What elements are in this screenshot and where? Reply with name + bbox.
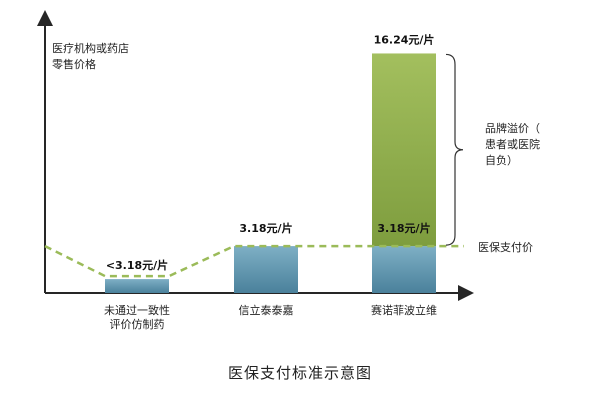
category-label-0-1: 评价仿制药 [110,318,165,331]
y-axis-label-line-1: 医疗机构或药店 [52,41,129,55]
chart-marks: <3.18元/片 3.18元/片 3.18元/片 16.24元/片未通过一致性评价仿制… [44,32,540,331]
brand-premium-label-1: 患者或医院 [485,137,540,151]
chart-title: 医保支付标准示意图 [227,364,372,382]
category-label-0-0: 未通过一致性 [104,303,170,317]
category-label-2-0: 赛诺菲波立维 [371,303,437,317]
bar-base-1 [234,246,298,293]
brand-premium-label-0: 品牌溢价（ [485,121,540,135]
y-axis-label-line-2: 零售价格 [52,57,96,71]
brand-premium-brace [445,53,464,246]
value-label-1: 3.18元/片 [239,221,292,235]
bar-base-0 [105,279,169,293]
category-label-1-0: 信立泰泰嘉 [239,303,294,317]
reference-line-label: 医保支付价 [478,240,533,254]
value-label-2: 3.18元/片 [377,221,430,235]
reference-line [44,244,464,278]
value-label-0: <3.18元/片 [106,258,168,272]
bar-base-2 [372,246,436,293]
bar-premium-2 [372,53,436,247]
value-label-3: 16.24元/片 [374,32,435,46]
brand-premium-label-2: 自负） [485,153,518,167]
